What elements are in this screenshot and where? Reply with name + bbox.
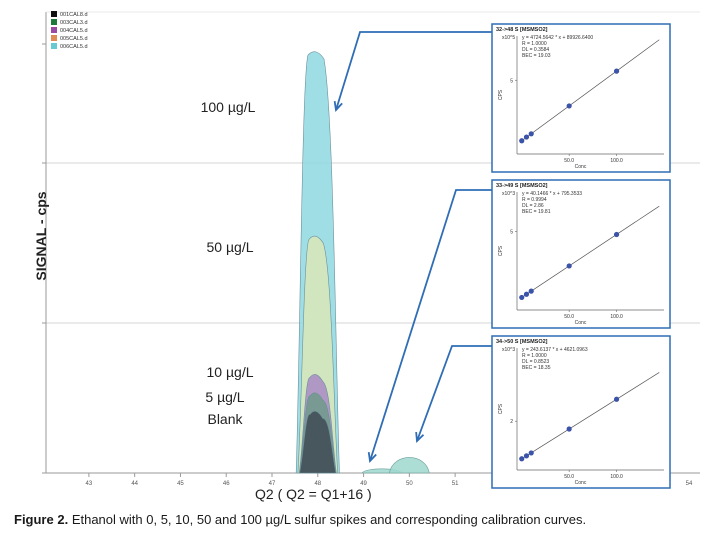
inset-point [613,68,620,74]
connector-arrowhead [333,100,343,112]
annotation-100: 100 µg/L [200,99,256,115]
minor-peak [388,457,430,474]
legend-swatch [51,43,57,49]
inset-point [566,263,572,269]
inset-y-label: CPS [498,245,504,256]
figure-caption: Figure 2. Ethanol with 0, 5, 10, 50 and … [14,512,714,527]
inset-multiplier: x10^5 [502,35,515,41]
inset-x-label: Conc [575,480,587,486]
inset-point [519,294,525,301]
connector-line [335,31,492,111]
legend-entry: 001CAL8.d [60,12,88,18]
connector-line [416,345,492,442]
inset-x-label: Conc [575,164,587,170]
inset-bec: BEC = 19.81 [522,209,551,215]
inset-equation: y = 243.6137 * x + 4621.0963 [522,347,588,353]
inset-point [613,396,620,402]
inset-y-tick-label: 5 [510,229,513,235]
inset-fit-line [521,39,660,142]
inset-point [566,103,572,109]
legend-entry: 004CAL5.d [60,28,88,34]
inset-equation: y = 40.1466 * x + 795.3533 [522,191,582,197]
inset-bec: BEC = 18.35 [522,365,551,371]
x-tick-label: 46 [223,481,230,487]
legend-entry: 003CAL3.d [60,20,88,26]
inset-equation: y = 4724.5642 * x + 89926.6400 [522,35,593,41]
inset-y-tick-label: 2 [510,419,513,425]
calibration-inset-2: 33->49 S [MSMSO2] x10^3 y = 40.1466 * x + … [491,179,671,329]
legend-swatch [51,19,57,25]
inset-x-label: Conc [575,320,587,326]
caption-text: Ethanol with 0, 5, 10, 50 and 100 µg/L s… [71,512,587,527]
inset-x-tick-label: 100.0 [610,474,623,480]
inset-frame [491,335,671,489]
inset-title: 34->50 S [MSMSO2] [496,339,548,345]
legend-swatch [51,27,57,33]
inset-x-tick-label: 50.0 [564,158,574,164]
inset-r: R = 1.0000 [522,353,547,359]
inset-frame [491,179,671,329]
inset-dl: DL = 0.8523 [522,359,549,365]
connector-arrowhead [415,431,425,443]
inset-point [523,291,530,297]
x-tick-label: 44 [131,481,138,487]
annotation-50: 50 µg/L [206,239,254,255]
annotation-10: 10 µg/L [206,364,254,380]
inset-y-label: CPS [498,89,504,100]
legend-entry: 006CAL5.d [60,44,88,50]
x-tick-label: 47 [269,481,276,487]
inset-multiplier: x10^3 [502,347,515,353]
y-axis-label: SIGNAL - cps [33,191,49,281]
inset-x-tick-label: 100.0 [610,158,623,164]
inset-point [613,231,620,238]
annotation-5: 5 µg/L [205,389,245,405]
legend-swatch [51,11,57,17]
inset-point [523,134,530,140]
inset-dl: DL = 2.86 [522,203,544,209]
inset-multiplier: x10^3 [502,191,515,197]
connector-line [369,189,492,462]
legend-entry: 005CAL5.d [60,36,88,42]
inset-dl: DL = 0.3584 [522,47,549,53]
inset-point [528,131,534,137]
peak-001CAL8-d [299,410,337,474]
x-tick-label: 43 [86,481,93,487]
annotation-blank: Blank [207,411,243,427]
x-tick-label: 50 [406,481,413,487]
legend-swatch [51,35,57,41]
inset-point [519,456,525,462]
inset-point [528,450,534,456]
x-axis-label: Q2 ( Q2 = Q1+16 ) [255,486,372,502]
inset-y-tick-label: 5 [510,78,513,84]
inset-point [528,288,534,294]
inset-point [566,426,572,432]
inset-title: 32->48 S [MSMSO2] [496,27,548,33]
inset-title: 33->49 S [MSMSO2] [496,183,548,189]
calibration-inset-3: 34->50 S [MSMSO2] x10^3 y = 243.6137 * x +… [491,335,671,489]
inset-frame [491,23,671,173]
inset-point [519,138,525,144]
x-tick-label: 51 [452,481,459,487]
inset-r: R = 1.0000 [522,41,547,47]
x-tick-label: 48 [314,481,321,487]
inset-fit-line [521,205,660,298]
x-tick-label-54: 54 [686,481,693,487]
inset-y-label: CPS [498,403,504,414]
x-tick-label: 45 [177,481,184,487]
inset-fit-line [521,372,660,460]
inset-x-tick-label: 50.0 [564,314,574,320]
calibration-inset-1: 32->48 S [MSMSO2] x10^5 y = 4724.5642 * x … [491,23,671,173]
inset-x-tick-label: 100.0 [610,314,623,320]
inset-bec: BEC = 19.03 [522,53,551,59]
inset-point [523,453,530,459]
caption-prefix: Figure 2. [14,512,69,527]
inset-r: R = 0.9994 [522,197,547,203]
inset-x-tick-label: 50.0 [564,474,574,480]
x-tick-label: 49 [360,481,367,487]
connector-arrowhead [367,451,377,463]
